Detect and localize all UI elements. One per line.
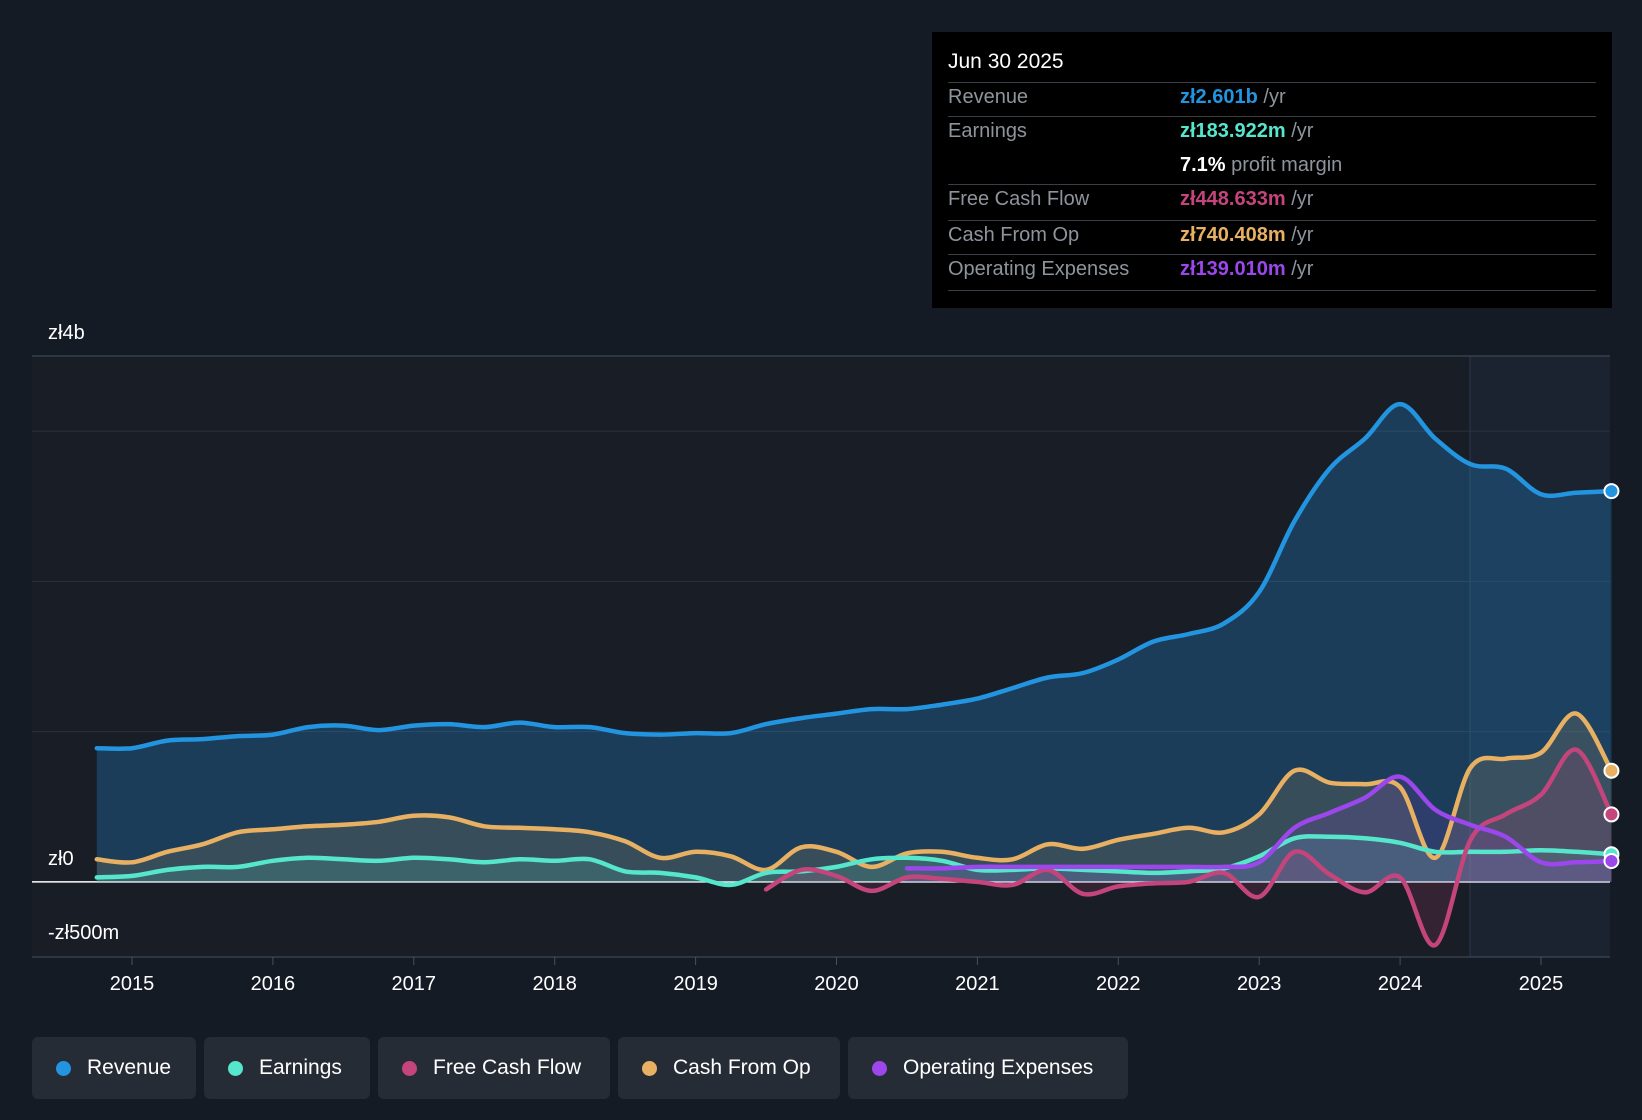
operating-expenses-endpoint <box>1603 852 1620 869</box>
revenue-dot-icon <box>56 1060 71 1076</box>
tooltip-divider <box>948 82 1596 83</box>
free-cash-flow-line <box>763 747 1614 948</box>
tooltip-divider <box>948 290 1596 291</box>
tooltip-cfo-value: zł740.408m <box>1180 224 1286 246</box>
legend-revenue-label: Revenue <box>87 1056 172 1079</box>
legend-item-fcf[interactable]: Free Cash Flow <box>378 1037 610 1099</box>
tooltip-opex-unit: /yr <box>1285 258 1314 280</box>
free-cash-flow-endpoint <box>1603 806 1620 823</box>
fcf-dot-icon <box>402 1060 417 1076</box>
tooltip-divider <box>948 254 1596 255</box>
tooltip-opex-value: zł139.010m <box>1180 258 1286 280</box>
x-tick-label: 2016 <box>251 973 296 995</box>
tooltip-revenue-value: zł2.601b <box>1180 86 1258 108</box>
cfo-dot-icon <box>642 1060 657 1076</box>
tooltip-cfo-label: Cash From Op <box>948 224 1080 246</box>
data-tooltip: Jun 30 2025 Revenue zł2.601b /yr Earning… <box>932 32 1612 308</box>
x-tick-label: 2015 <box>110 973 155 995</box>
legend-item-opex[interactable]: Operating Expenses <box>848 1037 1128 1099</box>
forecast-shade <box>1470 356 1610 957</box>
revenue-endpoint <box>1603 483 1620 500</box>
x-tick-label: 2023 <box>1237 973 1282 995</box>
tooltip-earnings-label: Earnings <box>948 120 1027 142</box>
tooltip-divider <box>948 116 1596 117</box>
tooltip-fcf-label: Free Cash Flow <box>948 188 1090 210</box>
legend-item-cfo[interactable]: Cash From Op <box>618 1037 840 1099</box>
legend-cfo-label: Cash From Op <box>673 1056 811 1079</box>
tooltip-margin-value: 7.1% <box>1180 154 1226 176</box>
legend-fcf-label: Free Cash Flow <box>433 1056 582 1079</box>
x-tick-label: 2025 <box>1519 973 1564 995</box>
tooltip-margin-unit: profit margin <box>1225 154 1343 176</box>
tooltip-earnings-unit: /yr <box>1285 120 1314 142</box>
legend-item-earnings[interactable]: Earnings <box>204 1037 370 1099</box>
tooltip-date: Jun 30 2025 <box>948 50 1064 73</box>
tooltip-fcf-value: zł448.633m <box>1180 188 1286 210</box>
operating-expenses-line <box>904 774 1614 871</box>
opex-dot-icon <box>872 1060 887 1076</box>
revenue-line <box>94 401 1614 751</box>
x-tick-label: 2020 <box>814 973 859 995</box>
tooltip-revenue-unit: /yr <box>1257 86 1286 108</box>
series-endpoints <box>1603 483 1620 869</box>
x-tick-label: 2019 <box>673 973 718 995</box>
tooltip-cfo-unit: /yr <box>1285 224 1314 246</box>
tooltip-opex-label: Operating Expenses <box>948 258 1130 280</box>
legend-item-revenue[interactable]: Revenue <box>32 1037 196 1099</box>
cash-from-op-area <box>96 713 1612 882</box>
x-tick-label: 2024 <box>1378 973 1423 995</box>
x-tick-label: 2018 <box>532 973 577 995</box>
tooltip-fcf-unit: /yr <box>1285 188 1314 210</box>
y-tick-label-top: zł4b <box>48 322 85 344</box>
earnings-area <box>96 836 1612 885</box>
x-tick-label: 2022 <box>1096 973 1141 995</box>
earnings-line <box>94 834 1614 888</box>
tooltip-revenue-label: Revenue <box>948 86 1029 108</box>
x-axis: 2015 2016 2017 2018 2019 2020 2021 2022 2023 2024… <box>110 957 1564 995</box>
legend-earnings-label: Earnings <box>259 1056 342 1079</box>
cash-from-op-line <box>94 711 1614 873</box>
revenue-area <box>96 404 1612 882</box>
x-tick-label: 2021 <box>955 973 1000 995</box>
tooltip-divider <box>948 220 1596 221</box>
cash-from-op-endpoint <box>1603 762 1620 779</box>
y-tick-label-negative: -zł500m <box>48 922 120 944</box>
series-lines <box>94 401 1614 948</box>
y-tick-label-zero: zł0 <box>48 848 74 870</box>
earnings-dot-icon <box>228 1060 243 1076</box>
legend-opex-label: Operating Expenses <box>903 1056 1094 1079</box>
x-tick-label: 2017 <box>392 973 437 995</box>
tooltip-earnings-value: zł183.922m <box>1180 120 1286 142</box>
tooltip-divider <box>948 184 1596 185</box>
